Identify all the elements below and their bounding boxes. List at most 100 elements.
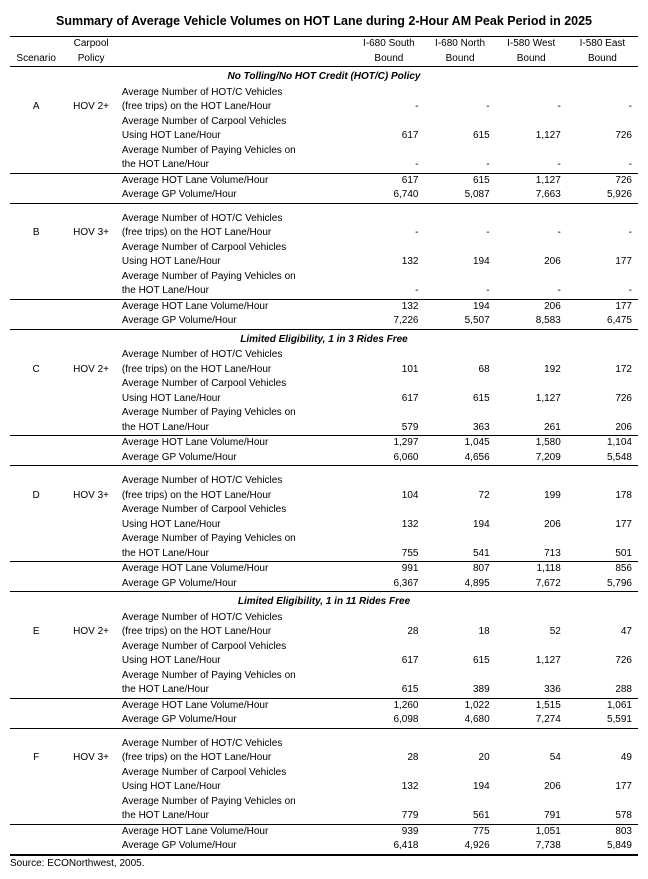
value-cell: 363	[424, 421, 495, 436]
section-heading: Limited Eligibility, 1 in 11 Rides Free	[10, 592, 638, 611]
metric-label: Average Number of HOT/C Vehicles	[120, 611, 353, 626]
value-cell	[424, 474, 495, 489]
carpool-policy	[62, 421, 120, 436]
carpool-policy	[62, 436, 120, 451]
metric-label: Using HOT Lane/Hour	[120, 392, 353, 407]
metric-label: the HOT Lane/Hour	[120, 809, 353, 824]
metric-label: (free trips) on the HOT Lane/Hour	[120, 226, 353, 241]
value-cell	[496, 144, 567, 159]
value-cell: 132	[353, 299, 424, 314]
value-cell	[353, 406, 424, 421]
col-c2-top: I-680 North	[424, 37, 495, 52]
value-cell: 726	[567, 392, 638, 407]
metric-label: the HOT Lane/Hour	[120, 683, 353, 698]
value-cell: 4,895	[424, 577, 495, 592]
metric-label: Average Number of Paying Vehicles on	[120, 532, 353, 547]
metric-label: Average HOT Lane Volume/Hour	[120, 824, 353, 839]
metric-label: Average Number of HOT/C Vehicles	[120, 737, 353, 752]
value-cell: -	[567, 100, 638, 115]
value-cell: 261	[496, 421, 567, 436]
scenario-id	[10, 129, 62, 144]
metric-label: Average HOT Lane Volume/Hour	[120, 698, 353, 713]
value-cell	[353, 348, 424, 363]
value-cell: 1,127	[496, 129, 567, 144]
value-cell: 1,127	[496, 654, 567, 669]
scenario-id	[10, 173, 62, 188]
page-title: Summary of Average Vehicle Volumes on HO…	[10, 14, 638, 28]
value-cell: 206	[496, 255, 567, 270]
carpool-policy	[62, 654, 120, 669]
value-cell: 615	[424, 173, 495, 188]
value-cell: 28	[353, 751, 424, 766]
scenario-id	[10, 839, 62, 855]
value-cell: 6,060	[353, 451, 424, 466]
carpool-policy	[62, 713, 120, 728]
value-cell: 20	[424, 751, 495, 766]
metric-label: Average GP Volume/Hour	[120, 577, 353, 592]
value-cell	[496, 532, 567, 547]
metric-label: Average Number of Carpool Vehicles	[120, 766, 353, 781]
metric-label: Average GP Volume/Hour	[120, 839, 353, 855]
value-cell: 617	[353, 392, 424, 407]
carpool-policy	[62, 270, 120, 285]
value-cell	[567, 212, 638, 227]
value-cell: -	[353, 284, 424, 299]
value-cell: -	[424, 226, 495, 241]
value-cell: 939	[353, 824, 424, 839]
value-cell: 726	[567, 173, 638, 188]
carpool-policy	[62, 839, 120, 855]
metric-label: Using HOT Lane/Hour	[120, 654, 353, 669]
scenario-id	[10, 577, 62, 592]
value-cell: -	[424, 100, 495, 115]
value-cell: 6,098	[353, 713, 424, 728]
section-heading: Limited Eligibility, 1 in 3 Rides Free	[10, 329, 638, 348]
carpool-policy	[62, 158, 120, 173]
metric-label: (free trips) on the HOT Lane/Hour	[120, 489, 353, 504]
value-cell: 194	[424, 299, 495, 314]
value-cell: 7,738	[496, 839, 567, 855]
value-cell: 615	[424, 392, 495, 407]
value-cell: 177	[567, 255, 638, 270]
value-cell	[424, 86, 495, 101]
value-cell	[353, 86, 424, 101]
value-cell	[567, 241, 638, 256]
value-cell: 5,849	[567, 839, 638, 855]
value-cell	[353, 611, 424, 626]
value-cell	[353, 503, 424, 518]
carpool-policy	[62, 809, 120, 824]
scenario-id	[10, 158, 62, 173]
col-scenario-hdr-b: Scenario	[10, 52, 62, 67]
carpool-policy	[62, 284, 120, 299]
scenario-id	[10, 669, 62, 684]
value-cell: 726	[567, 129, 638, 144]
value-cell	[353, 212, 424, 227]
scenario-id	[10, 241, 62, 256]
value-cell	[567, 640, 638, 655]
carpool-policy: HOV 2+	[62, 100, 120, 115]
metric-label: Average Number of HOT/C Vehicles	[120, 474, 353, 489]
scenario-id	[10, 518, 62, 533]
value-cell	[353, 766, 424, 781]
value-cell	[353, 377, 424, 392]
value-cell	[424, 640, 495, 655]
value-cell: 7,672	[496, 577, 567, 592]
carpool-policy	[62, 377, 120, 392]
metric-label: Using HOT Lane/Hour	[120, 780, 353, 795]
scenario-id	[10, 299, 62, 314]
value-cell: -	[496, 226, 567, 241]
value-cell: 192	[496, 363, 567, 378]
value-cell	[424, 377, 495, 392]
value-cell: 18	[424, 625, 495, 640]
value-cell	[496, 406, 567, 421]
carpool-policy	[62, 474, 120, 489]
carpool-policy	[62, 115, 120, 130]
value-cell	[567, 795, 638, 810]
value-cell: 1,045	[424, 436, 495, 451]
scenario-id	[10, 780, 62, 795]
value-cell	[567, 348, 638, 363]
carpool-policy	[62, 562, 120, 577]
value-cell: -	[496, 284, 567, 299]
value-cell: 7,226	[353, 314, 424, 329]
scenario-id: D	[10, 489, 62, 504]
value-cell	[496, 241, 567, 256]
